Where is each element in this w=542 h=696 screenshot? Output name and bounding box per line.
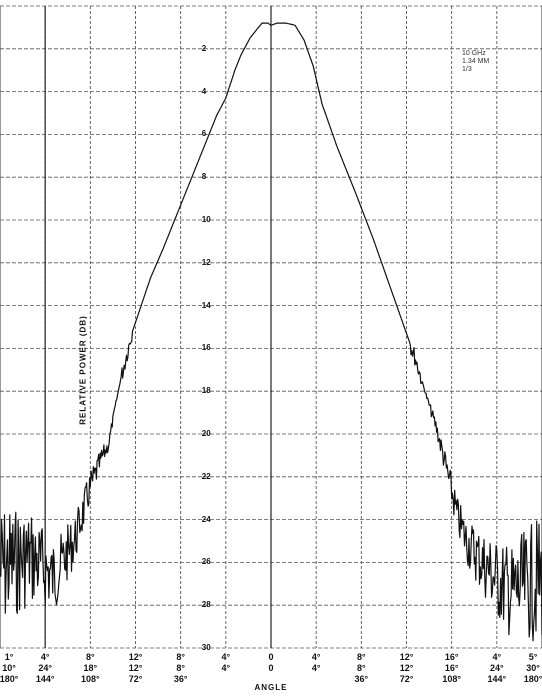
note-line-2: 1.34 MM <box>462 58 490 65</box>
y-axis-label: RELATIVE POWER (DB) <box>78 315 88 425</box>
pattern-curve <box>0 22 542 642</box>
note-line-3: 1/3 <box>462 66 472 73</box>
note-line-1: 10 GHz <box>462 50 486 57</box>
annotation-note: 10 GHz 1.34 MM 1/3 <box>462 50 502 74</box>
x-axis-label: ANGLE <box>254 683 288 692</box>
